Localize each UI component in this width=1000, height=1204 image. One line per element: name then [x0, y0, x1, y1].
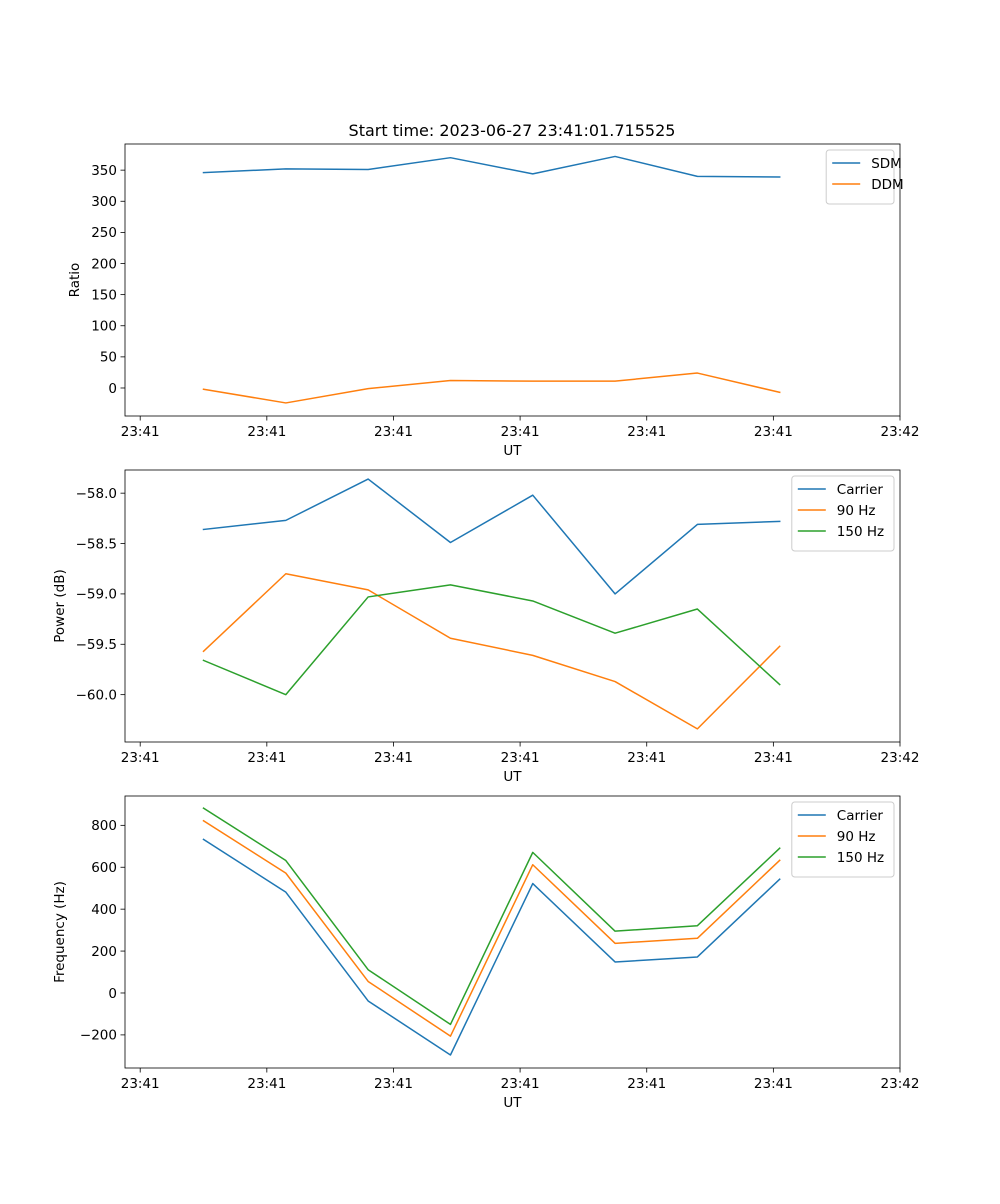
- power-x-tick-label: 23:42: [881, 750, 920, 766]
- ratio-legend-label: SDM: [871, 156, 902, 172]
- ratio-x-axis-label: UT: [503, 443, 522, 459]
- frequency-x-tick-label: 23:41: [374, 1076, 413, 1092]
- frequency-y-axis-label: Frequency (Hz): [52, 881, 68, 983]
- frequency-y-tick-label: 600: [91, 860, 117, 876]
- ratio-x-tick-label: 23:41: [754, 424, 793, 440]
- power-legend-label: 90 Hz: [837, 503, 876, 519]
- frequency-y-tick-label: 400: [91, 902, 117, 918]
- ratio-series-line-ddm: [202, 372, 781, 404]
- figure-title: Start time: 2023-06-27 23:41:01.715525: [349, 121, 676, 140]
- ratio-x-tick-label: 23:41: [247, 424, 286, 440]
- ratio-y-tick-label: 100: [91, 319, 117, 335]
- frequency-x-tick-label: 23:41: [754, 1076, 793, 1092]
- power-x-tick-label: 23:41: [501, 750, 540, 766]
- power-y-tick-label: −60.0: [76, 687, 117, 703]
- ratio-x-tick-label: 23:42: [881, 424, 920, 440]
- ratio-series-line-sdm: [202, 155, 781, 178]
- ratio-x-tick-label: 23:41: [121, 424, 160, 440]
- ratio-y-tick-label: 300: [91, 194, 117, 210]
- power-panel: 23:41 23:41 23:41 23:41 23:41 23:41 23:42 −60.0…: [52, 469, 920, 785]
- frequency-y-tick-label: 200: [91, 944, 117, 960]
- ratio-y-tick-label: 250: [91, 225, 117, 241]
- ratio-y-axis-label: Ratio: [67, 263, 83, 298]
- power-legend-label: Carrier: [837, 482, 884, 498]
- power-x-tick-label: 23:41: [247, 750, 286, 766]
- frequency-x-tick-label: 23:41: [121, 1076, 160, 1092]
- power-series-line-carrier: [202, 478, 781, 595]
- frequency-legend-label: 150 Hz: [837, 850, 884, 866]
- frequency-x-tick-label: 23:41: [501, 1076, 540, 1092]
- power-x-tick-label: 23:41: [121, 750, 160, 766]
- power-series-line-150-hz: [202, 584, 781, 696]
- frequency-legend-label: Carrier: [837, 808, 884, 824]
- frequency-x-tick-label: 23:41: [627, 1076, 666, 1092]
- power-axes-frame: [124, 469, 901, 743]
- frequency-y-tick-label: 0: [108, 986, 117, 1002]
- power-y-tick-label: −58.5: [76, 536, 117, 552]
- ratio-y-tick-label: 150: [91, 287, 117, 303]
- frequency-legend-label: 90 Hz: [837, 829, 876, 845]
- power-legend: [791, 475, 895, 552]
- ratio-panel: 23:41 23:41 23:41 23:41 23:41 23:41 23:42 0 50 10…: [67, 143, 920, 459]
- power-y-tick-label: −58.0: [76, 486, 117, 502]
- ratio-x-tick-label: 23:41: [627, 424, 666, 440]
- power-x-tick-label: 23:41: [374, 750, 413, 766]
- frequency-axes-frame: [124, 795, 901, 1069]
- frequency-y-tick-label: 800: [91, 818, 117, 834]
- frequency-series-line-90-hz: [202, 819, 781, 1037]
- ratio-y-tick-label: 200: [91, 256, 117, 272]
- power-y-axis-label: Power (dB): [52, 569, 68, 642]
- power-x-axis-label: UT: [503, 769, 522, 785]
- ratio-x-tick-label: 23:41: [374, 424, 413, 440]
- power-x-tick-label: 23:41: [754, 750, 793, 766]
- ratio-y-tick-label: 0: [108, 381, 117, 397]
- ratio-y-tick-label: 50: [100, 350, 117, 366]
- frequency-legend: [791, 801, 895, 878]
- ratio-legend-label: DDM: [871, 177, 903, 193]
- ratio-axes-frame: [124, 143, 901, 417]
- frequency-y-tick-label: −200: [80, 1028, 117, 1044]
- power-y-tick-label: −59.5: [76, 637, 117, 653]
- frequency-series-line-150-hz: [202, 807, 781, 1026]
- power-x-tick-label: 23:41: [627, 750, 666, 766]
- power-y-tick-label: −59.0: [76, 587, 117, 603]
- power-series-line-90-hz: [202, 573, 781, 730]
- frequency-x-axis-label: UT: [503, 1095, 522, 1111]
- frequency-x-tick-label: 23:42: [881, 1076, 920, 1092]
- frequency-panel: 23:41 23:41 23:41 23:41 23:41 23:41 23:42 −200 0…: [52, 795, 920, 1111]
- power-legend-label: 150 Hz: [837, 524, 884, 540]
- ratio-y-tick-label: 350: [91, 163, 117, 179]
- frequency-series-line-carrier: [202, 838, 781, 1056]
- frequency-x-tick-label: 23:41: [247, 1076, 286, 1092]
- ratio-x-tick-label: 23:41: [501, 424, 540, 440]
